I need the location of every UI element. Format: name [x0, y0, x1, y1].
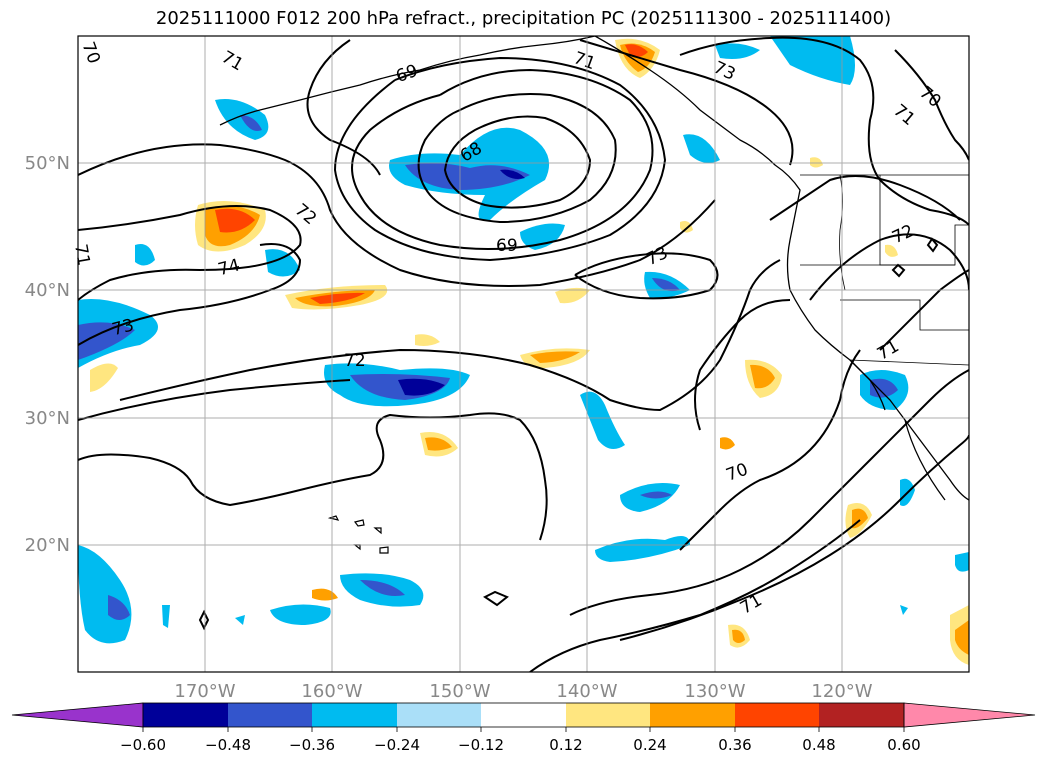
refractivity-contours [78, 36, 969, 672]
colorbar-outline [142, 702, 905, 728]
colorbar-tick-label: 0.12 [549, 736, 582, 754]
lon-label: 160°W [301, 681, 362, 702]
colorbar-tick-label: 0.60 [887, 736, 920, 754]
precip-negative-areas [78, 36, 969, 644]
colorbar-tick-label: −0.60 [120, 736, 166, 754]
colorbar-segment [397, 703, 481, 727]
colorbar: −0.60 −0.48 −0.36 −0.24 −0.12 0.12 0.24 … [11, 702, 1036, 754]
colorbar-extend-max [903, 702, 1036, 728]
lon-label: 140°W [556, 681, 617, 702]
lat-label: 20°N [25, 535, 70, 556]
colorbar-tick-label: −0.24 [374, 736, 420, 754]
lon-label: 120°W [811, 681, 872, 702]
precip-positive-areas [90, 38, 969, 665]
graticule [78, 36, 969, 672]
map-frame [77, 35, 970, 673]
lat-label: 30°N [25, 408, 70, 429]
colorbar-segment [819, 703, 904, 727]
lat-label: 40°N [25, 280, 70, 301]
colorbar-tick-label: −0.48 [205, 736, 251, 754]
lon-label: 170°W [174, 681, 235, 702]
lat-label: 50°N [25, 153, 70, 174]
lon-label: 150°W [429, 681, 490, 702]
colorbar-extend-min [11, 702, 144, 728]
colorbar-tick-label: 0.24 [633, 736, 666, 754]
coastlines [219, 36, 969, 501]
contour-label: 72 [344, 351, 366, 371]
colorbar-segment [650, 703, 735, 727]
latitude-labels: 50°N 40°N 30°N 20°N [25, 153, 70, 556]
colorbar-segment [312, 703, 397, 727]
lon-label: 130°W [684, 681, 745, 702]
contour-label: 71 [70, 243, 93, 268]
colorbar-tick-label: −0.12 [458, 736, 504, 754]
map-title: 2025111000 F012 200 hPa refract., precip… [155, 8, 892, 29]
contour-label: 69 [496, 236, 518, 256]
colorbar-segment [143, 703, 228, 727]
colorbar-segment [735, 703, 819, 727]
longitude-labels: 170°W 160°W 150°W 140°W 130°W 120°W [174, 681, 872, 702]
hawaii-islands [327, 515, 389, 554]
colorbar-segment [228, 703, 312, 727]
colorbar-tick-label: 0.48 [802, 736, 835, 754]
colorbar-segment [481, 703, 566, 727]
colorbar-segment [566, 703, 650, 727]
colorbar-tick-label: −0.36 [289, 736, 335, 754]
map-background [78, 36, 969, 672]
colorbar-tick-label: 0.36 [718, 736, 751, 754]
